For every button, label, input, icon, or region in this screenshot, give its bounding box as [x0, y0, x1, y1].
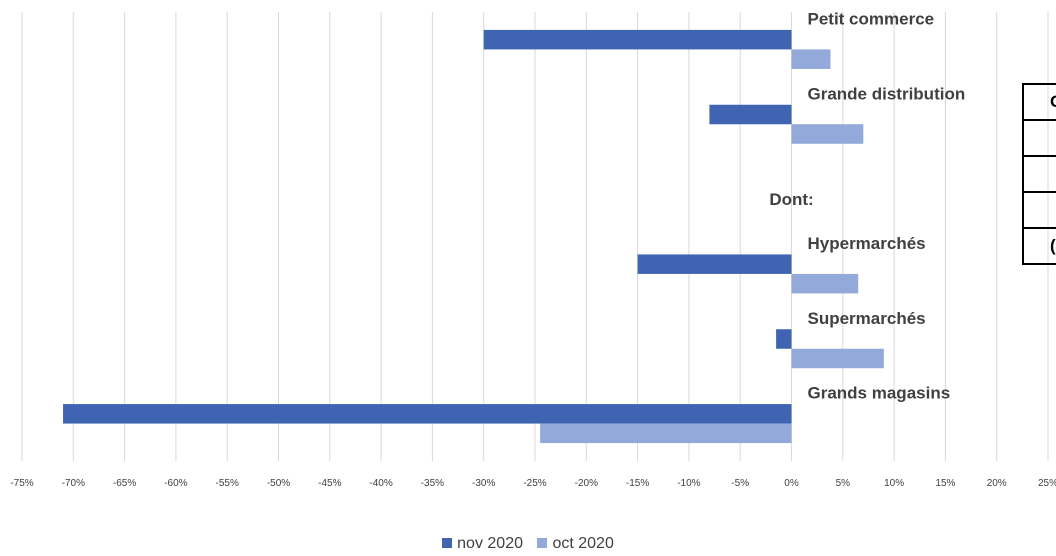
bar-nov-2020: [637, 254, 792, 274]
x-tick-label: -70%: [62, 478, 85, 489]
x-tick-label: -45%: [318, 478, 341, 489]
category-label: Hypermarchés: [808, 234, 926, 253]
side-table-cell: [1022, 119, 1056, 157]
x-axis-ticks: -75% -70% -65% -60% -55% -50% -45% -40% -35% -30%…: [10, 478, 1056, 489]
x-tick-label: -5%: [731, 478, 749, 489]
bar-oct-2020: [791, 49, 831, 69]
x-tick-label: -35%: [421, 478, 444, 489]
bars: [63, 29, 884, 444]
legend: nov 2020 oct 2020: [0, 535, 1056, 553]
side-table-cell: (: [1022, 227, 1056, 265]
bar-oct-2020: [540, 423, 792, 444]
bar-nov-2020: [776, 329, 792, 349]
side-table-header: Gr: [1022, 83, 1056, 121]
x-tick-label: 5%: [836, 478, 851, 489]
legend-label-oct-2020: oct 2020: [552, 535, 614, 552]
x-tick-label: -50%: [267, 478, 290, 489]
x-tick-label: 0%: [784, 478, 799, 489]
category-label: Dont:: [769, 190, 813, 209]
x-tick-label: -40%: [369, 478, 392, 489]
legend-label-nov-2020: nov 2020: [457, 535, 523, 552]
bar-nov-2020: [709, 104, 792, 125]
legend-swatch-nov-2020: [442, 538, 453, 548]
x-tick-label: -65%: [113, 478, 136, 489]
x-tick-label: -10%: [677, 478, 700, 489]
category-labels: Petit commerce Grande distribution Dont: Hy…: [769, 9, 965, 402]
side-table-cell: [1022, 191, 1056, 229]
x-tick-label: 10%: [884, 478, 904, 489]
x-tick-label: -55%: [216, 478, 239, 489]
bar-oct-2020: [791, 348, 884, 369]
legend-item-oct-2020: oct 2020: [537, 535, 614, 553]
bar-nov-2020: [483, 29, 792, 50]
gridlines: [21, 12, 1049, 461]
category-label: Petit commerce: [808, 9, 935, 28]
x-tick-label: 20%: [987, 478, 1007, 489]
x-tick-label: -20%: [575, 478, 598, 489]
side-table-cell: [1022, 155, 1056, 193]
legend-swatch-oct-2020: [537, 538, 548, 548]
x-tick-label: -60%: [164, 478, 187, 489]
x-tick-label: -25%: [523, 478, 546, 489]
side-table: Gr (: [1022, 83, 1056, 265]
category-label: Grands magasins: [808, 384, 951, 403]
bar-oct-2020: [791, 124, 864, 144]
bar-oct-2020: [791, 273, 859, 294]
x-tick-label: 15%: [935, 478, 955, 489]
category-label: Grande distribution: [808, 84, 966, 103]
x-tick-label: -75%: [10, 478, 33, 489]
x-tick-label: -30%: [472, 478, 495, 489]
legend-item-nov-2020: nov 2020: [442, 535, 523, 553]
category-label: Supermarchés: [808, 309, 926, 328]
x-tick-label: 25%: [1038, 478, 1056, 489]
bar-nov-2020: [63, 404, 792, 424]
x-tick-label: -15%: [626, 478, 649, 489]
